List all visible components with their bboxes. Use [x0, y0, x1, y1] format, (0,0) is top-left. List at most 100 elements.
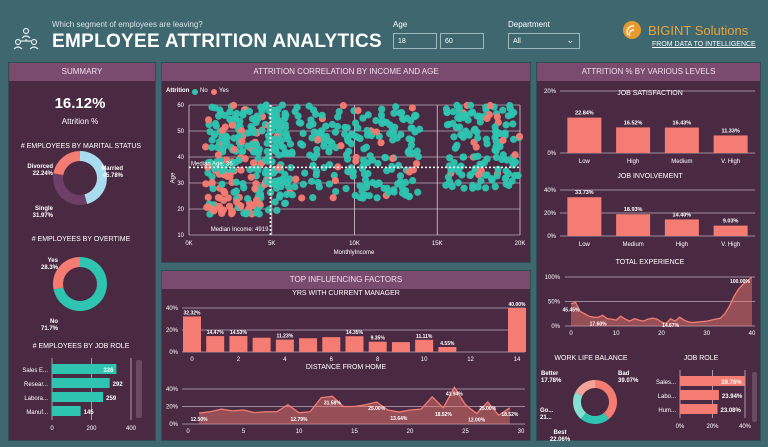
bar-category: Resear...: [24, 382, 48, 388]
data-label: 45.45%: [563, 308, 581, 314]
point-no: [239, 180, 247, 188]
bar: [345, 336, 364, 352]
jobrole-pct-scrollbar[interactable]: [752, 372, 757, 422]
bar: [680, 390, 719, 400]
bar-value-label: 9.03%: [723, 219, 739, 225]
bigint-logo-icon: [623, 21, 641, 39]
point-yes: [202, 180, 210, 188]
point-yes: [214, 151, 223, 159]
legend-no[interactable]: No: [200, 88, 208, 94]
axis-tick: 100%: [545, 275, 561, 281]
age-min-input[interactable]: 18: [393, 33, 437, 49]
point-no: [312, 110, 320, 118]
point-no: [377, 111, 386, 119]
department-select[interactable]: All ⌄: [508, 33, 580, 49]
distance-title: DISTANCE FROM HOME: [305, 364, 387, 371]
bar: [438, 346, 457, 352]
bar-value-label: 14.35%: [346, 330, 364, 336]
point-no: [501, 175, 509, 183]
point-no: [504, 169, 513, 178]
attrition-kpi-label: Attrition %: [61, 117, 99, 126]
levels-title: ATTRITION % BY VARIOUS LEVELS: [537, 63, 760, 81]
bar-value-label: 14.40%: [673, 212, 692, 218]
point-yes: [389, 154, 397, 163]
point-no: [407, 136, 416, 144]
point-yes: [228, 121, 236, 129]
bar: [567, 117, 602, 153]
point-no: [378, 119, 386, 127]
slice-name: Single: [35, 206, 54, 212]
data-label: 31.58%: [324, 400, 342, 406]
point-no: [269, 169, 277, 177]
bar: [680, 376, 745, 386]
axis-tick: 20: [407, 429, 414, 435]
point-yes: [208, 178, 216, 187]
bar: [52, 378, 110, 388]
point-no: [468, 108, 477, 116]
bar-category: Sales...: [656, 380, 676, 386]
point-no: [226, 115, 234, 123]
axis-tick: 10: [613, 331, 620, 337]
point-no: [272, 147, 280, 155]
point-no: [283, 190, 291, 199]
point-no: [262, 156, 270, 164]
legend-yes[interactable]: Yes: [219, 88, 229, 94]
bar: [391, 342, 410, 352]
point-no: [508, 177, 516, 185]
point-no: [308, 134, 316, 142]
point-no: [313, 145, 321, 154]
point-no: [502, 180, 510, 188]
point-no: [230, 134, 238, 142]
chevron-down-icon: ⌄: [566, 35, 574, 45]
point-no: [208, 143, 216, 152]
department-label: Department: [508, 20, 550, 29]
point-no: [494, 165, 502, 173]
axis-tick: 4: [283, 357, 287, 363]
point-no: [305, 121, 314, 130]
bar-value-label: 23.94%: [722, 394, 743, 400]
point-no: [378, 105, 386, 113]
point-no: [402, 187, 410, 195]
data-label: 12.79%: [291, 417, 309, 423]
bar-category: Labo...: [658, 394, 677, 400]
point-no: [492, 153, 501, 162]
point-yes: [314, 135, 322, 144]
slice-name: Go...: [540, 408, 554, 414]
point-no: [297, 119, 305, 127]
point-no: [383, 184, 391, 192]
point-yes: [337, 142, 345, 150]
bar-value-label: 326: [103, 368, 114, 374]
point-yes: [354, 106, 362, 115]
donut-slice-no: [53, 257, 107, 312]
bar: [415, 339, 434, 352]
point-no: [447, 166, 455, 174]
jobrole-count-scrollbar[interactable]: [136, 360, 142, 418]
point-no: [288, 191, 297, 199]
axis-tick: 50: [177, 129, 184, 135]
point-no: [261, 169, 269, 177]
point-no: [314, 130, 322, 138]
axis-tick: 0: [50, 426, 54, 432]
slice-label: 22.24%: [33, 171, 54, 177]
slice-label: 39.07%: [618, 378, 639, 384]
bar-value-label: 23.08%: [721, 408, 742, 414]
point-no: [313, 167, 321, 176]
donut-slice-better: [575, 380, 595, 396]
point-yes: [247, 173, 255, 181]
point-no: [248, 140, 256, 148]
point-no: [213, 143, 221, 151]
axis-tick: 15K: [432, 241, 443, 247]
axis-tick: 0%: [547, 234, 556, 240]
point-no: [243, 209, 251, 217]
point-no: [450, 133, 458, 141]
age-max-input[interactable]: 60: [440, 33, 484, 49]
logo-tagline-link[interactable]: FROM DATA TO INTELLIGENCE: [652, 41, 756, 48]
point-no: [306, 151, 314, 159]
point-no: [275, 125, 284, 134]
point-no: [372, 116, 380, 125]
point-no: [298, 141, 307, 149]
point-no: [469, 181, 477, 190]
point-no: [414, 153, 423, 161]
point-no: [470, 126, 478, 134]
slice-name: Yes: [48, 258, 59, 264]
